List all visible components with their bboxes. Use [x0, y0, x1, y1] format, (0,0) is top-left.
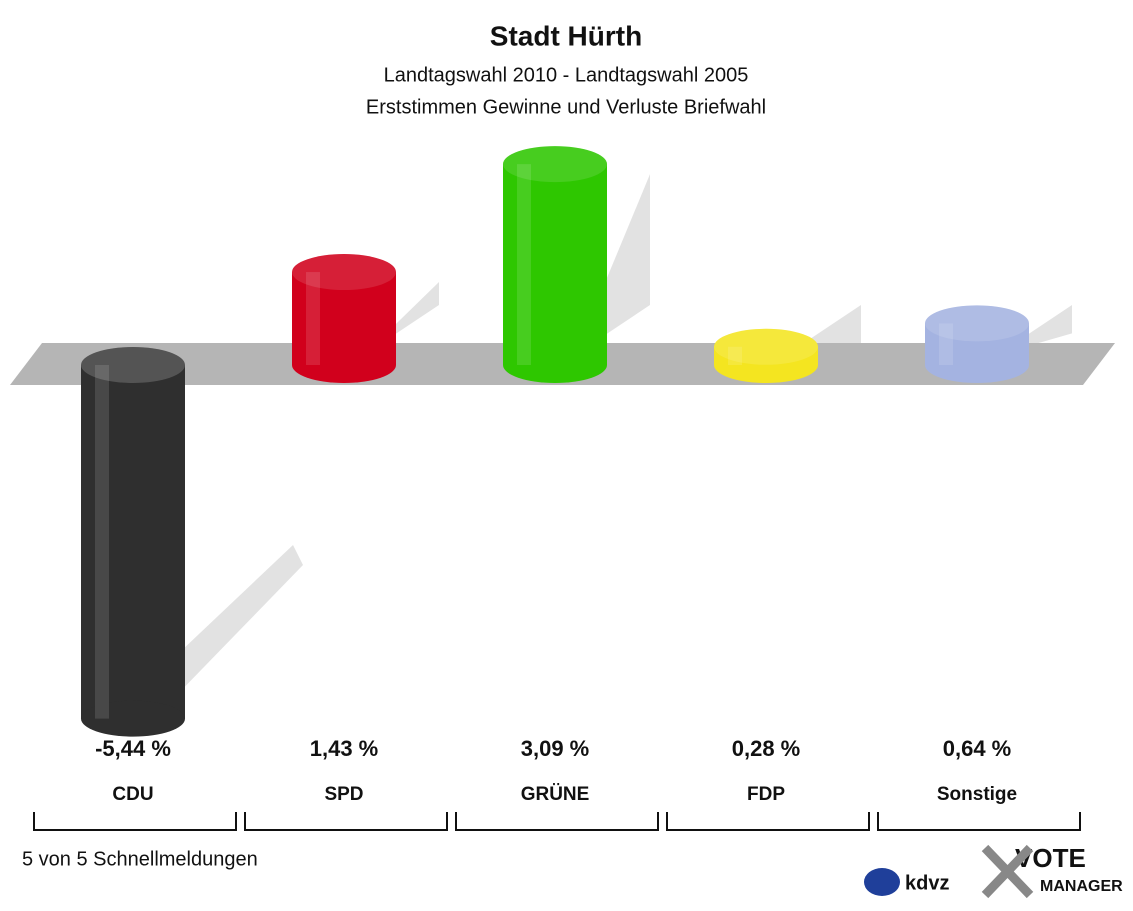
value-label: 3,09 % [521, 736, 590, 761]
x-tick-label: CDU [112, 784, 153, 805]
value-label: 0,64 % [943, 736, 1012, 761]
bar-top [925, 305, 1029, 342]
bar-bottom [292, 347, 396, 383]
x-tick-label: SPD [324, 784, 363, 805]
category-bracket [666, 812, 870, 831]
bar-top [503, 146, 607, 183]
bar-highlight [306, 272, 320, 365]
bar-top-shade [925, 305, 1029, 342]
bar-shadow [173, 545, 303, 689]
x-tick-label: GRÜNE [521, 784, 590, 805]
bar-highlight [939, 323, 953, 365]
chart-subtitle: Landtagswahl 2010 - Landtagswahl 2005 [384, 64, 749, 86]
value-label: -5,44 % [95, 736, 171, 761]
value-label: 1,43 % [310, 736, 379, 761]
bar [81, 365, 185, 719]
bar-top [714, 328, 818, 365]
category-bracket [244, 812, 448, 831]
x-tick-label: FDP [747, 784, 785, 805]
bar-top-shade [292, 254, 396, 291]
bar-top [292, 254, 396, 291]
category-bracket [33, 812, 237, 831]
logo-text: kdvz [905, 872, 949, 894]
bar-top-shade [503, 146, 607, 183]
bar-highlight [517, 164, 531, 365]
category-bracket [455, 812, 659, 831]
logo-text: MANAGER [1040, 878, 1123, 895]
bar [503, 164, 607, 365]
footer: 5 von 5 Schnellmeldungen [22, 848, 258, 870]
bar-highlight [728, 346, 742, 365]
x-tick-label: Sonstige [937, 784, 1017, 805]
chart-subtitle: Erststimmen Gewinne und Verluste Briefwa… [366, 96, 766, 118]
bar-top [81, 347, 185, 383]
value-label: 0,28 % [732, 736, 801, 761]
bar-top-shade [81, 347, 185, 383]
category-bracket [877, 812, 1081, 831]
bar-bottom [925, 347, 1029, 383]
logo-cross [981, 844, 1034, 899]
bar-bottom [503, 347, 607, 383]
bar-bottom [81, 700, 185, 737]
bar-top-shade [714, 328, 818, 365]
bar-highlight [95, 365, 109, 719]
chart-title: Stadt Hürth [490, 20, 642, 51]
logo-globe [864, 868, 900, 896]
